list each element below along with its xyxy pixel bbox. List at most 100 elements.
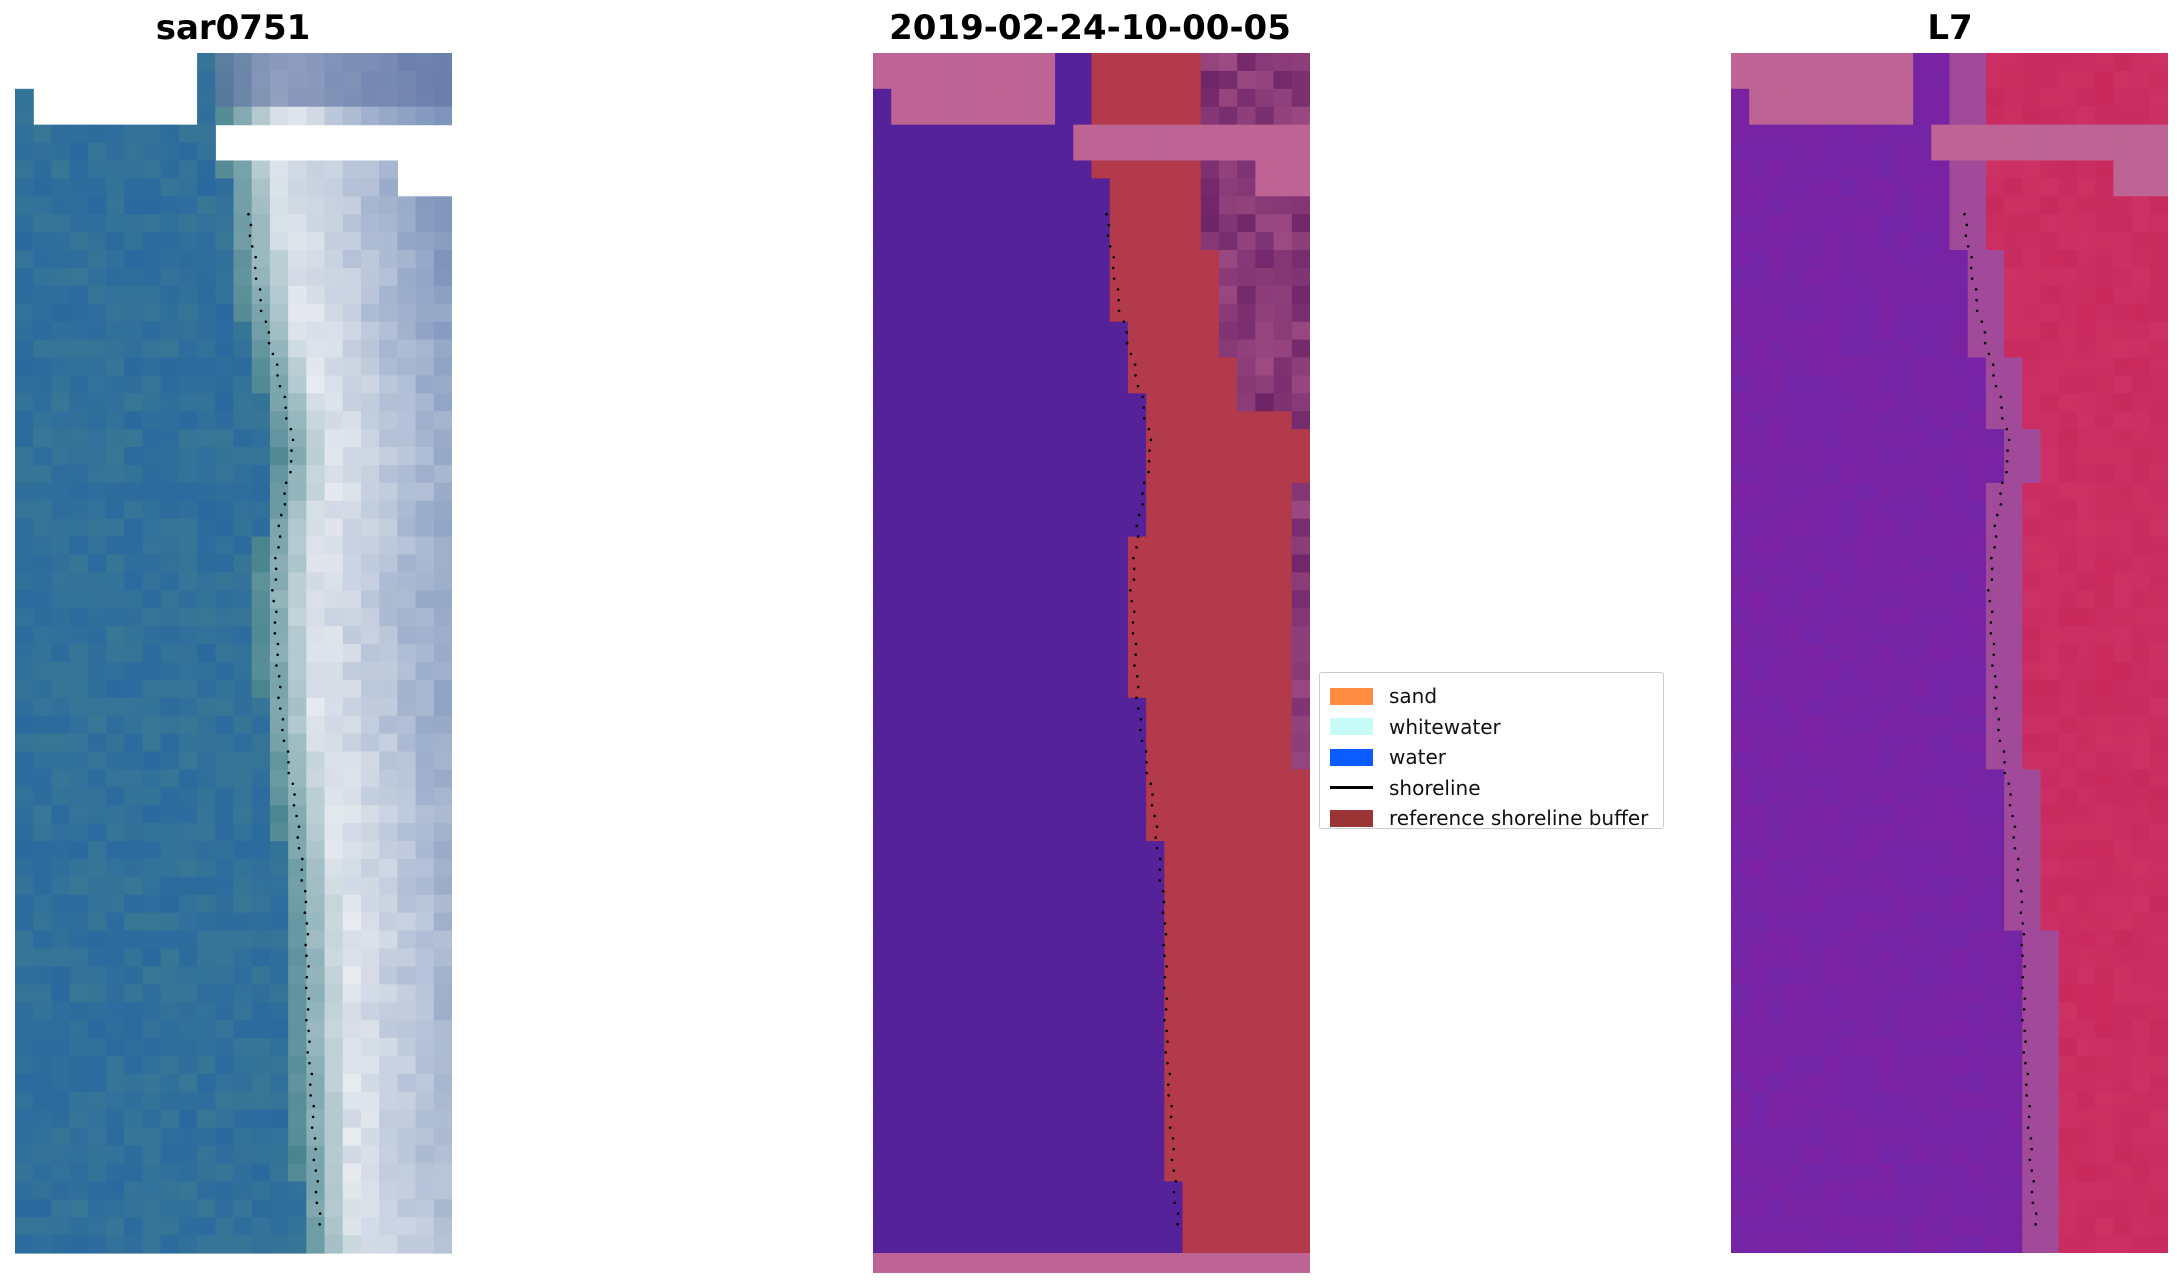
classified-pixel — [1164, 912, 1184, 932]
mndwi-pixel — [2004, 787, 2023, 806]
mndwi-pixel — [2131, 267, 2151, 287]
classified-pixel — [945, 841, 965, 860]
rgb-pixel — [415, 626, 435, 645]
mndwi-pixel — [1913, 500, 1932, 520]
mndwi-pixel — [1931, 930, 1951, 950]
classified-pixel — [964, 697, 983, 717]
classified-pixel — [891, 984, 911, 1003]
rgb-pixel — [69, 375, 89, 394]
rgb-pixel — [87, 393, 107, 412]
rgb-pixel — [306, 214, 326, 233]
mndwi-pixel — [2022, 626, 2042, 645]
classified-pixel — [1018, 608, 1038, 627]
mndwi-pixel — [1967, 124, 1987, 144]
mndwi-pixel — [1822, 1073, 1841, 1093]
classified-pixel — [1036, 894, 1056, 914]
mndwi-pixel — [1731, 321, 1750, 341]
rgb-pixel — [15, 1127, 34, 1147]
mndwi-pixel — [1785, 715, 1805, 735]
mndwi-pixel — [1858, 53, 1878, 72]
classified-pixel — [1091, 1181, 1111, 1200]
rgb-pixel — [269, 823, 289, 842]
rgb-pixel — [324, 1038, 344, 1057]
mndwi-pixel — [2058, 1199, 2078, 1218]
rgb-pixel — [233, 948, 253, 968]
rgb-pixel — [106, 894, 125, 914]
mndwi-pixel — [2131, 1235, 2151, 1254]
rgb-pixel — [324, 196, 344, 215]
mndwi-pixel — [1913, 303, 1932, 323]
mndwi-pixel — [1931, 357, 1951, 376]
classified-pixel — [945, 70, 965, 90]
rgb-pixel — [306, 393, 326, 412]
rgb-pixel — [33, 285, 53, 305]
shoreline-point — [278, 685, 282, 689]
rgb-pixel — [379, 500, 398, 520]
rgb-pixel — [397, 966, 417, 985]
mndwi-pixel — [2131, 518, 2151, 538]
classified-pixel — [964, 608, 983, 627]
rgb-pixel — [360, 554, 380, 573]
mndwi-pixel — [2149, 411, 2168, 430]
classified-pixel — [873, 375, 892, 394]
rgb-pixel — [433, 1145, 452, 1165]
mndwi-pixel — [2022, 1181, 2042, 1200]
mndwi-pixel — [1822, 841, 1841, 860]
classified-pixel — [1091, 232, 1111, 251]
classified-pixel — [945, 303, 965, 323]
rgb-pixel — [251, 429, 271, 448]
classified-pixel — [1091, 124, 1111, 144]
rgb-pixel — [433, 1038, 452, 1057]
rgb-pixel — [269, 805, 289, 824]
rgb-pixel — [51, 715, 71, 735]
mndwi-pixel — [2058, 482, 2078, 502]
classified-pixel — [1218, 1217, 1238, 1236]
rgb-pixel — [197, 357, 216, 376]
mndwi-pixel — [2149, 608, 2168, 627]
rgb-pixel — [288, 482, 307, 502]
rgb-pixel — [87, 733, 107, 753]
rgb-pixel — [324, 429, 344, 448]
mndwi-pixel — [1840, 536, 1860, 556]
classified-pixel — [1237, 590, 1256, 609]
rgb-pixel — [124, 482, 144, 502]
mndwi-pixel — [1949, 393, 1969, 412]
rgb-pixel — [178, 858, 198, 878]
classified-pixel — [1182, 644, 1202, 663]
rgb-pixel — [51, 984, 71, 1003]
mndwi-pixel — [1913, 464, 1932, 484]
rgb-pixel — [342, 1199, 362, 1218]
classified-pixel — [1055, 70, 1074, 90]
mndwi-pixel — [2040, 572, 2060, 591]
rgb-pixel — [106, 1235, 125, 1254]
classified-pixel — [1091, 1020, 1111, 1039]
rgb-pixel — [397, 858, 417, 878]
rgb-pixel — [288, 1181, 307, 1200]
classified-pixel — [945, 644, 965, 663]
mndwi-pixel — [1949, 339, 1969, 359]
classified-pixel — [964, 518, 983, 538]
rgb-pixel — [33, 751, 53, 771]
rgb-pixel — [178, 679, 198, 699]
mndwi-pixel — [2095, 697, 2114, 717]
shoreline-point — [1991, 363, 1995, 366]
classified-pixel — [964, 1038, 983, 1057]
mndwi-pixel — [1985, 411, 2005, 430]
rgb-pixel — [87, 429, 107, 448]
mndwi-pixel — [1858, 1145, 1878, 1165]
classified-pixel — [1255, 250, 1275, 269]
mndwi-pixel — [1876, 1038, 1896, 1057]
mndwi-pixel — [1731, 303, 1750, 323]
classified-pixel — [1273, 411, 1293, 430]
mndwi-pixel — [2076, 178, 2096, 197]
mndwi-pixel — [1967, 232, 1987, 251]
rgb-pixel — [124, 303, 144, 323]
mndwi-pixel — [1913, 823, 1932, 842]
rgb-pixel — [360, 661, 380, 681]
rgb-pixel — [397, 214, 417, 233]
mndwi-pixel — [2058, 178, 2078, 197]
mndwi-pixel — [1731, 679, 1750, 699]
mndwi-pixel — [1749, 912, 1769, 932]
classified-pixel — [1200, 1217, 1220, 1236]
classified-pixel — [1018, 733, 1038, 753]
